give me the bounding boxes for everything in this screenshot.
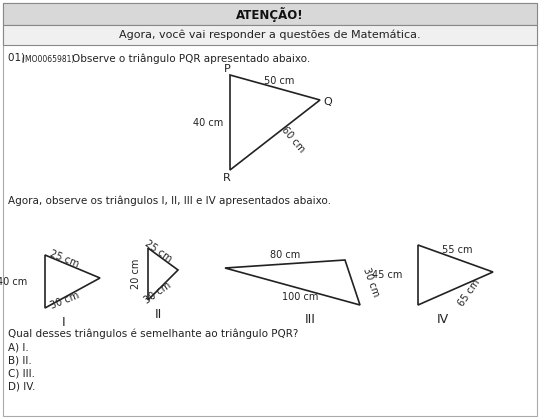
Text: 55 cm: 55 cm xyxy=(442,245,472,254)
Text: P: P xyxy=(224,64,231,74)
Text: 01): 01) xyxy=(8,53,29,63)
Text: 40 cm: 40 cm xyxy=(193,117,223,127)
Text: IV: IV xyxy=(437,313,449,326)
Text: A) I.: A) I. xyxy=(8,342,29,352)
Text: 30 cm: 30 cm xyxy=(361,266,380,298)
Text: (MO0065981): (MO0065981) xyxy=(22,55,77,64)
Text: Agora, você vai responder a questões de Matemática.: Agora, você vai responder a questões de … xyxy=(119,30,421,40)
Text: 30 cm: 30 cm xyxy=(49,291,80,311)
Text: 100 cm: 100 cm xyxy=(282,292,319,302)
Text: 60 cm: 60 cm xyxy=(279,125,307,155)
Bar xyxy=(3,25,537,45)
Text: ATENÇÃO!: ATENÇÃO! xyxy=(236,7,304,21)
Text: 80 cm: 80 cm xyxy=(270,250,300,260)
Text: D) IV.: D) IV. xyxy=(8,381,36,391)
Text: 45 cm: 45 cm xyxy=(372,270,402,280)
Text: Agora, observe os triângulos I, II, III e IV apresentados abaixo.: Agora, observe os triângulos I, II, III … xyxy=(8,195,331,205)
Bar xyxy=(3,3,537,25)
Text: 25 cm: 25 cm xyxy=(49,248,80,269)
Text: C) III.: C) III. xyxy=(8,368,35,378)
Text: B) II.: B) II. xyxy=(8,355,32,365)
Text: 25 cm: 25 cm xyxy=(143,238,173,264)
Text: 50 cm: 50 cm xyxy=(264,77,294,86)
Text: 30 cm: 30 cm xyxy=(143,280,173,306)
Text: 65 cm: 65 cm xyxy=(457,277,482,308)
Text: I: I xyxy=(62,316,65,328)
Text: Qual desses triângulos é semelhante ao triângulo PQR?: Qual desses triângulos é semelhante ao t… xyxy=(8,328,299,339)
Text: 20 cm: 20 cm xyxy=(131,259,141,289)
Text: 40 cm: 40 cm xyxy=(0,277,27,287)
Text: III: III xyxy=(305,313,315,326)
Text: R: R xyxy=(223,173,231,183)
Text: II: II xyxy=(154,308,161,321)
Text: Q: Q xyxy=(323,97,333,107)
Text: Observe o triângulo PQR apresentado abaixo.: Observe o triângulo PQR apresentado abai… xyxy=(72,53,310,64)
